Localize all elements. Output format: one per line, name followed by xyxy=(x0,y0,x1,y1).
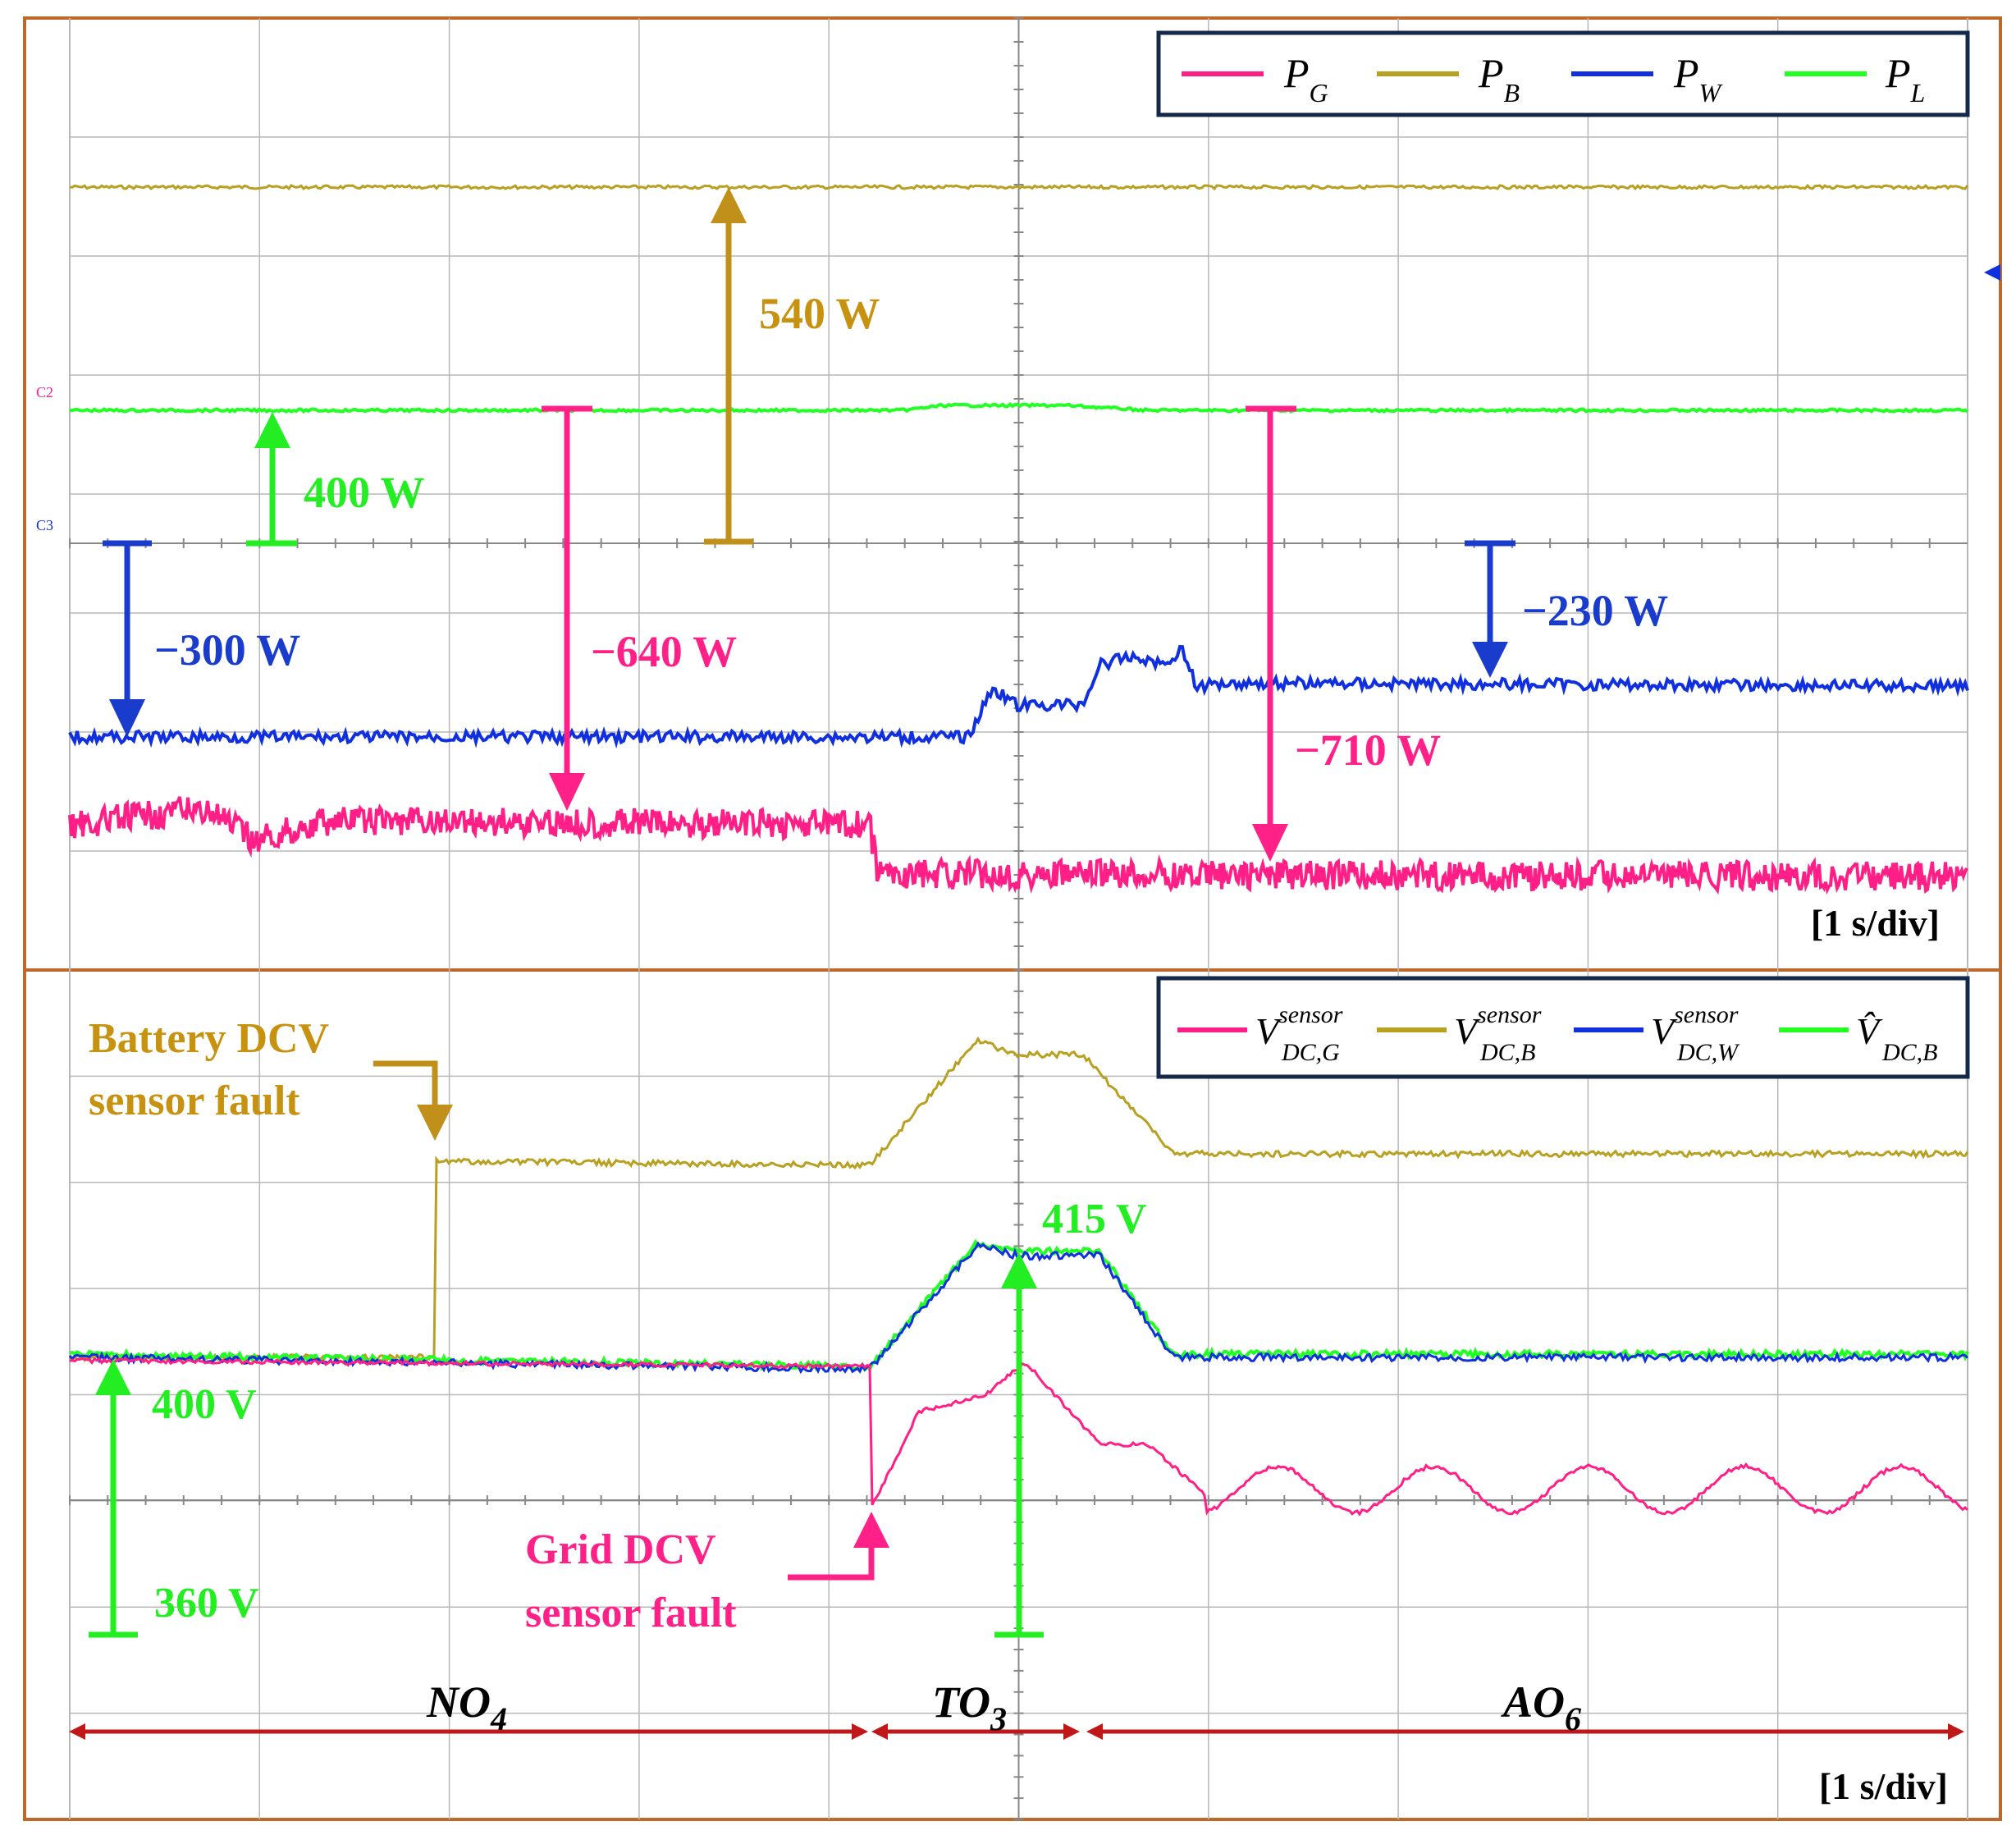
trace-vdcb-sensor xyxy=(68,1036,1969,1363)
annotation-minus300w: −300 W xyxy=(154,625,300,675)
legend-pg: PG xyxy=(1283,50,1328,108)
legend-vdcb: Vsensor xyxy=(1454,1001,1542,1052)
legend-vdcb-sub: DC,B xyxy=(1479,1039,1536,1066)
annotation-minus230w: −230 W xyxy=(1522,586,1668,635)
grid-fault-arrow xyxy=(788,1512,889,1581)
annotation-minus300w-arrow xyxy=(103,540,152,737)
mode-no4: NO4 xyxy=(426,1677,507,1737)
legend-pb: PB xyxy=(1478,50,1520,108)
legend-pw: PW xyxy=(1673,50,1724,108)
trace-pl xyxy=(69,401,1968,414)
mode-arrows xyxy=(69,1723,1964,1740)
annotation-minus640w-arrow xyxy=(542,405,592,811)
annotation-minus640w: −640 W xyxy=(591,627,737,676)
grid-fault-line2: sensor fault xyxy=(525,1590,737,1636)
annotation-minus710w: −710 W xyxy=(1295,725,1441,775)
annotation-360v: 360 V xyxy=(154,1580,259,1627)
annotation-415v-arrow xyxy=(994,1252,1044,1638)
top-traces xyxy=(68,183,1969,895)
channel-marker-c3: C3 xyxy=(36,517,53,533)
trace-pb xyxy=(69,183,1969,191)
trace-pw xyxy=(68,644,1969,749)
battery-fault-line1: Battery DCV xyxy=(89,1015,329,1062)
legend-vdcw: Vsensor xyxy=(1651,1001,1739,1052)
annotation-400w: 400 W xyxy=(304,468,425,517)
legend-vhatdcb: V̂ xyxy=(1856,1010,1883,1052)
legend-pl: PL xyxy=(1885,50,1925,108)
mode-to3: TO3 xyxy=(932,1677,1007,1737)
top-legend: PG PB PW PL xyxy=(1156,30,1970,117)
annotation-minus710w-arrow xyxy=(1246,405,1296,862)
annotation-400w-arrow xyxy=(246,412,297,547)
top-timebase: [1 s/div] xyxy=(1811,902,1940,944)
annotation-540w-arrow xyxy=(704,187,753,545)
legend-vhatdcb-sub: DC,B xyxy=(1881,1039,1938,1066)
bottom-legend: Vsensor DC,G Vsensor DC,B Vsensor DC,W V… xyxy=(1156,976,1970,1079)
grid-fault-line1: Grid DCV xyxy=(525,1526,716,1573)
trigger-marker-icon xyxy=(1984,264,2000,281)
battery-fault-arrow xyxy=(373,1060,453,1141)
channel-marker-c2: C2 xyxy=(36,384,53,400)
battery-fault-line2: sensor fault xyxy=(89,1078,300,1124)
annotation-540w: 540 W xyxy=(759,289,880,338)
bottom-timebase: [1 s/div] xyxy=(1819,1765,1948,1807)
annotation-400v: 400 V xyxy=(152,1381,257,1428)
annotation-415v: 415 V xyxy=(1042,1196,1147,1242)
legend-vdcw-sub: DC,W xyxy=(1676,1039,1740,1066)
annotation-400v-360v-arrow xyxy=(89,1359,138,1638)
mode-ao6: AO6 xyxy=(1501,1677,1581,1737)
bottom-grid xyxy=(69,969,1968,1820)
annotation-minus230w-arrow xyxy=(1465,540,1515,678)
legend-vdcg: Vsensor xyxy=(1255,1001,1343,1052)
trace-pg xyxy=(68,796,1968,895)
legend-vdcg-sub: DC,G xyxy=(1281,1039,1340,1066)
trace-vhat-dcb xyxy=(69,1238,1969,1372)
